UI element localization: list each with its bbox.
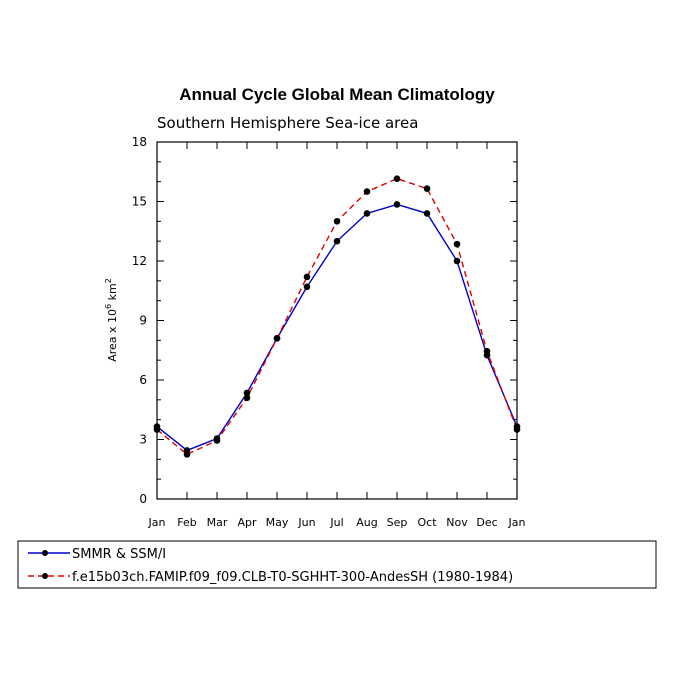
series-2-point [483,347,491,355]
y-tick-label: 0 [139,492,147,506]
series-1-point [333,237,341,245]
x-tick-label: Nov [446,516,468,529]
legend-label-1: SMMR & SSM/I [72,547,166,562]
series-2-point [333,218,341,225]
x-tick-label: Mar [207,516,228,529]
y-tick-label: 15 [132,195,147,209]
chart-subtitle: Southern Hemisphere Sea-ice area [157,114,418,132]
legend-marker-2 [42,573,48,579]
series-2-point [273,335,281,342]
series-layer [153,175,521,458]
y-axis-label-prefix: Area x 10 [106,309,119,362]
y-axis-label-mid: km [106,283,119,304]
axis-ticks [156,141,518,500]
y-tick-labels: 0 3 6 9 12 15 18 [132,135,147,506]
x-tick-label: Jul [329,516,343,529]
y-axis-label-exp1: 6 [104,304,113,309]
y-tick-label: 9 [139,314,147,328]
series-1-point [243,389,251,397]
x-tick-label: Jun [297,516,315,529]
y-tick-label: 18 [132,135,147,149]
x-tick-label: Jan [148,516,166,529]
y-axis-label: Area x 106 km2 [104,278,119,362]
series-2-point [243,394,251,402]
x-tick-label: Sep [387,516,408,529]
x-tick-label: Feb [177,516,196,529]
series-2-point [453,240,461,248]
series-1-point [303,283,311,291]
series-2-point [393,175,401,182]
series-1-point [393,201,401,208]
series-1-point [363,210,371,217]
y-tick-label: 12 [132,254,147,268]
x-tick-label: Aug [356,516,377,529]
series-2-point [423,185,431,192]
x-tick-label: Apr [237,516,257,529]
series-1-point [423,210,431,217]
legend-box [17,540,657,589]
y-axis-label-exp2: 2 [104,278,113,283]
x-tick-label: Jan [508,516,526,529]
plot-frame [156,141,518,500]
x-tick-label: Dec [476,516,497,529]
chart-title: Annual Cycle Global Mean Climatology [179,85,495,104]
legend-marker-1 [42,550,48,556]
legend: SMMR & SSM/I f.e15b03ch.FAMIP.f09_f09.CLB… [17,540,657,589]
series-2-point [363,188,371,195]
series-2-point [213,437,221,444]
series-1-point [453,257,461,265]
x-tick-label: May [266,516,289,529]
y-tick-label: 3 [139,433,147,447]
legend-entries: SMMR & SSM/I f.e15b03ch.FAMIP.f09_f09.CLB… [28,547,513,585]
series-2-point [183,451,191,458]
series-2-point [303,273,311,281]
legend-label-2: f.e15b03ch.FAMIP.f09_f09.CLB-T0-SGHHT-30… [72,570,513,585]
y-tick-label: 6 [139,373,147,387]
x-tick-labels: Jan Feb Mar Apr May Jun Jul Aug Sep Oct Nov Dec Jan [148,516,526,529]
x-tick-label: Oct [417,516,437,529]
